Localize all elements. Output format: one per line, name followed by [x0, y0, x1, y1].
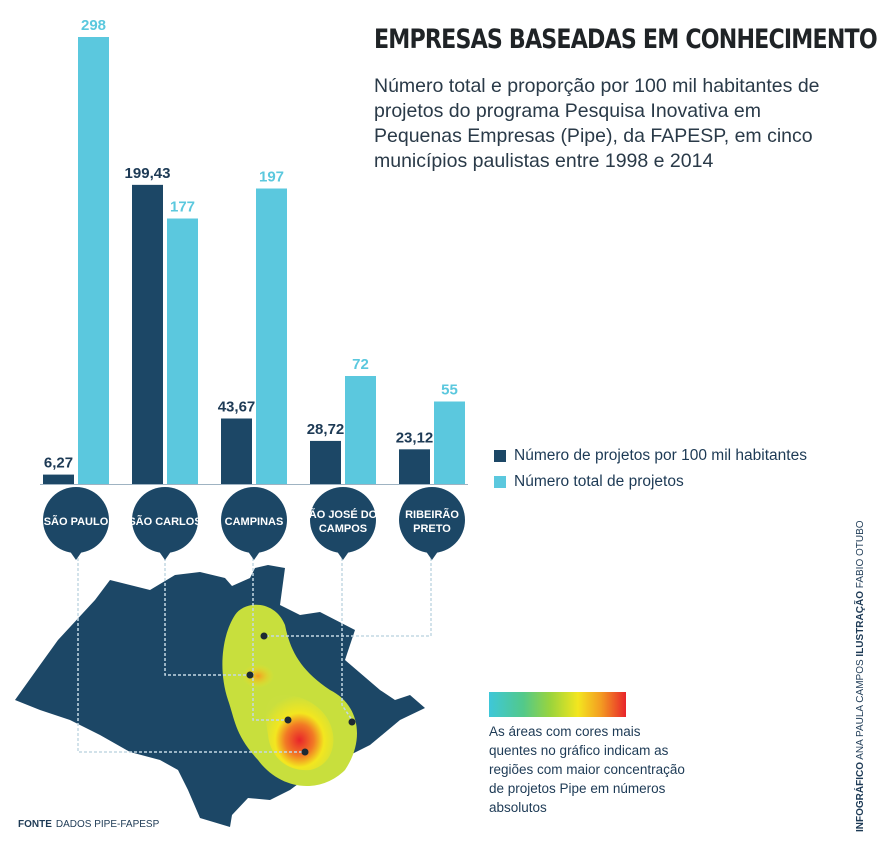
city-point-sao-jose: [348, 718, 356, 726]
category-label-2: CAMPINAS: [225, 516, 284, 528]
bar-per100k-4: [399, 449, 430, 484]
source-note: FONTE DADOS PIPE-FAPESP: [18, 819, 159, 830]
data-label-per100k-1: 199,43: [125, 165, 171, 182]
category-label-1: SÃO CARLOS: [128, 515, 201, 528]
legend-item-total: Número total de projetos: [494, 469, 807, 495]
city-points: [246, 632, 356, 756]
city-point-campinas: [284, 716, 292, 724]
bar-total-3: [345, 376, 376, 484]
credits-ilustracao-text: FABIO OTUBO: [855, 520, 866, 589]
bar-per100k-1: [132, 184, 163, 485]
city-point-ribeirao: [260, 632, 268, 640]
credits-infografico-text: ANA PAULA CAMPOS: [855, 659, 866, 760]
data-label-total-1: 177: [170, 199, 195, 216]
leader-line-ribeirao: [264, 548, 432, 637]
category-label-0: SÃO PAULO: [44, 515, 109, 528]
category-badge-4: [399, 487, 465, 553]
source-label: FONTE: [18, 819, 52, 830]
category-pointer-1: [158, 550, 172, 560]
category-label-4: PRETO: [413, 523, 451, 535]
heat-core: [265, 695, 334, 771]
leader-line-sao-paulo: [77, 548, 305, 753]
category-badge-1: [132, 487, 198, 553]
category-label-3: SÃO JOSÉ DOS: [301, 508, 384, 521]
bar-total-2: [256, 188, 287, 484]
category-label-3: CAMPOS: [319, 523, 367, 535]
data-label-total-0: 298: [81, 17, 106, 34]
category-pointer-2: [247, 550, 261, 560]
bar-per100k-2: [221, 418, 252, 484]
category-badge-2: [221, 487, 287, 553]
heatmap-legend: As áreas com cores mais quentes no gráfi…: [489, 692, 689, 817]
category-pointer-0: [69, 550, 83, 560]
leader-line-sao-jose: [341, 548, 353, 721]
data-label-total-3: 72: [352, 356, 369, 373]
bar-total-0: [78, 37, 109, 484]
legend-swatch-total: [494, 476, 506, 488]
legend-swatch-per100k: [494, 450, 506, 462]
page-subtitle: Número total e proporção por 100 mil hab…: [374, 75, 820, 172]
data-label-total-2: 197: [259, 169, 284, 186]
legend-label: Número total de projetos: [514, 473, 684, 490]
data-label-per100k-0: 6,27: [44, 455, 73, 472]
heatmap-color-scale: [489, 692, 626, 717]
city-point-sao-carlos: [246, 671, 254, 679]
legend: Número de projetos por 100 mil habitante…: [494, 443, 807, 495]
heat-spot-campinas: [242, 664, 274, 688]
bar-per100k-3: [310, 440, 341, 484]
leader-lines: [77, 548, 432, 753]
state-map: [15, 565, 425, 827]
legend-item-per100k: Número de projetos por 100 mil habitante…: [494, 443, 807, 469]
category-pointer-4: [425, 550, 439, 560]
credits-ilustracao-label: ILUSTRAÇÃO: [855, 591, 866, 657]
category-label-4: RIBEIRÃO: [405, 508, 459, 521]
bar-total-1: [167, 218, 198, 484]
data-label-total-4: 55: [441, 382, 458, 399]
credits-infografico-label: INFOGRÁFICO: [855, 762, 866, 832]
source-text: DADOS PIPE-FAPESP: [55, 819, 160, 830]
bar-per100k-0: [43, 474, 74, 484]
city-point-sao-paulo: [301, 748, 309, 756]
bar-total-4: [434, 401, 465, 484]
legend-label: Número de projetos por 100 mil habitante…: [514, 447, 807, 464]
category-pointer-3: [336, 550, 350, 560]
leader-line-campinas: [252, 548, 288, 721]
data-label-per100k-3: 28,72: [307, 421, 345, 438]
category-badge-3: [310, 487, 376, 553]
heatmap-legend-text: As áreas com cores mais quentes no gráfi…: [489, 724, 685, 815]
credits: INFOGRÁFICO ANA PAULA CAMPOS ILUSTRAÇÃO …: [855, 520, 866, 832]
data-label-per100k-2: 43,67: [218, 398, 256, 415]
leader-line-sao-carlos: [164, 548, 250, 676]
category-badge-0: [43, 487, 109, 553]
data-label-per100k-4: 23,12: [396, 429, 434, 446]
